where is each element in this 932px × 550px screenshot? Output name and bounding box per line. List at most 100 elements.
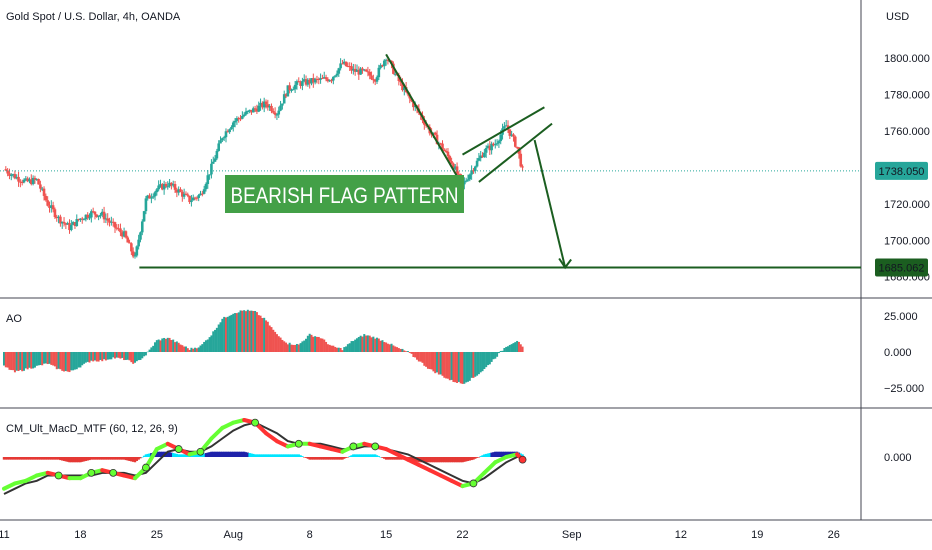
ao-bar: [341, 350, 344, 352]
ao-bar: [254, 310, 257, 352]
candle-body: [253, 108, 257, 110]
macd-histogram-bar: [71, 457, 75, 463]
candle-body: [328, 80, 331, 82]
ao-bar: [177, 342, 180, 352]
candle-body: [11, 174, 15, 176]
macd-histogram-bar: [66, 457, 69, 462]
ao-bar: [104, 352, 107, 361]
ao-bar: [486, 352, 489, 366]
macd-histogram-bar: [206, 452, 209, 457]
ao-bar: [148, 349, 151, 352]
macd-histogram-bar: [159, 451, 162, 457]
ao-bar: [421, 352, 424, 363]
candle-body: [521, 166, 524, 168]
candle-body: [59, 216, 62, 224]
candle-body: [210, 163, 213, 175]
macd-histogram-bar: [437, 457, 441, 463]
ao-bar: [53, 352, 56, 367]
ao-bar: [306, 335, 309, 352]
macd-histogram-bar: [228, 451, 231, 457]
ao-bar: [90, 352, 93, 361]
time-tick-label: 22: [456, 529, 468, 541]
price-panel[interactable]: BEARISH FLAG PATTERN: [0, 53, 861, 270]
ao-bar: [197, 347, 200, 352]
macd-histogram-bar: [10, 457, 13, 460]
macd-histogram-bar: [503, 451, 506, 457]
macd-histogram-bar: [213, 451, 217, 457]
candle-body: [424, 124, 428, 126]
price-tick-label: 1760.000: [884, 126, 930, 138]
ao-bar: [426, 352, 429, 369]
candle-body: [151, 196, 155, 198]
ao-bar: [26, 352, 29, 370]
ao-bar: [232, 313, 235, 352]
candle-body: [503, 126, 506, 129]
macd-histogram-bar: [59, 457, 62, 461]
macd-histogram-bar: [13, 457, 17, 460]
macd-panel[interactable]: [2, 418, 527, 495]
ao-bar: [443, 352, 446, 378]
macd-histogram-bar: [414, 457, 417, 462]
candle-body: [359, 68, 362, 75]
ao-bar: [343, 347, 346, 352]
ao-bar: [507, 346, 510, 352]
macd-histogram-bar: [173, 453, 177, 457]
macd-histogram-bar: [459, 457, 462, 463]
candle-body: [513, 136, 517, 147]
ao-bar: [301, 341, 304, 352]
ao-bar: [39, 352, 42, 366]
macd-histogram-bar: [20, 457, 24, 460]
ao-bar: [255, 312, 258, 352]
candle-body: [435, 134, 439, 145]
ao-panel[interactable]: [3, 309, 524, 384]
macd-histogram-bar: [168, 452, 171, 457]
ao-bar: [299, 343, 302, 352]
candle-body: [100, 211, 104, 215]
ao-bar: [412, 352, 415, 357]
macd-histogram-bar: [277, 454, 280, 457]
candle-body: [423, 120, 426, 125]
ao-bar: [237, 312, 240, 352]
ao-bar: [317, 336, 320, 352]
macd-histogram-bar: [148, 453, 151, 457]
candle-body: [57, 216, 60, 219]
macd-histogram-bar: [204, 453, 208, 457]
candle-body: [191, 197, 195, 201]
candle-body: [453, 166, 457, 170]
ao-bar: [206, 339, 209, 352]
ao-bar: [416, 352, 419, 360]
candle-body: [195, 197, 199, 199]
macd-histogram-bar: [279, 454, 282, 457]
macd-histogram-bar: [133, 457, 137, 463]
macd-histogram-bar: [330, 457, 333, 460]
ao-bar: [275, 334, 278, 352]
ao-bar: [250, 310, 253, 352]
ao-bar: [3, 352, 5, 366]
ao-bar: [348, 343, 351, 352]
macd-histogram-bar: [368, 454, 371, 457]
pattern-label-box[interactable]: [225, 175, 464, 213]
candle-body: [99, 214, 102, 216]
candle-body: [284, 94, 288, 97]
ao-bar: [492, 352, 495, 360]
macd-histogram-bar: [199, 454, 202, 457]
candle-body: [241, 116, 244, 119]
ao-bar: [266, 321, 269, 352]
macd-histogram-bar: [386, 457, 390, 460]
macd-histogram-bar: [312, 457, 315, 460]
ao-bar: [392, 345, 395, 352]
ao-bar: [363, 334, 366, 352]
ao-bar: [437, 352, 440, 375]
macd-histogram-bar: [303, 457, 306, 458]
macd-histogram-bar: [179, 454, 182, 457]
candle-body: [224, 131, 228, 138]
macd-histogram-bar: [208, 452, 211, 457]
candle-body: [179, 189, 182, 192]
candle-body: [450, 161, 453, 164]
macd-histogram-bar: [290, 454, 293, 457]
candle-body: [162, 183, 166, 190]
macd-histogram-bar: [102, 457, 106, 460]
candle-body: [330, 80, 333, 82]
price-tick-label: 1720.000: [884, 199, 930, 211]
candle-body: [317, 78, 321, 80]
